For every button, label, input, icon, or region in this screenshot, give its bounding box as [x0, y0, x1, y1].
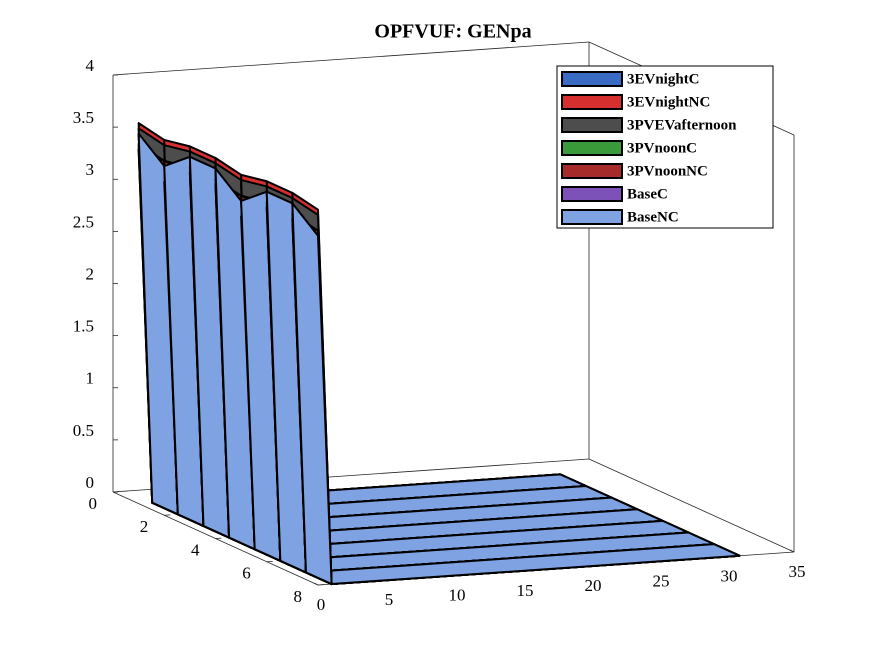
legend-label: 3EVnightC — [627, 71, 700, 87]
z-tick-label: 1.5 — [73, 317, 94, 336]
x-tick-label: 5 — [385, 590, 394, 609]
chart-title: OPFVUF: GENpa — [374, 21, 531, 43]
y-tick-label: 2 — [140, 517, 149, 536]
x-tick-label: 30 — [721, 567, 738, 586]
x-tick-label: 0 — [317, 595, 326, 614]
legend-swatch — [561, 140, 623, 156]
x-tick-label: 10 — [449, 585, 466, 604]
z-tick-label: 0 — [86, 473, 95, 492]
y-tick-label: 6 — [242, 564, 251, 583]
y-tick-label: 0 — [89, 494, 98, 513]
z-tick-label: 3.5 — [73, 108, 94, 127]
legend-swatch — [561, 94, 623, 110]
x-tick-label: 15 — [517, 581, 534, 600]
legend-label: 3PVnoonNC — [627, 163, 708, 179]
x-tick — [789, 549, 795, 553]
y-tick-label: 4 — [191, 540, 200, 559]
x-tick-label: 20 — [585, 576, 602, 595]
legend-label: BaseC — [627, 186, 668, 202]
legend: 3EVnightC 3EVnightNC 3PVEVafternoon 3PVnoon… — [556, 65, 774, 229]
z-tick-label: 3 — [86, 160, 95, 179]
z-tick-label: 0.5 — [73, 421, 94, 440]
y-tick-label: 8 — [294, 587, 303, 606]
x-tick-label: 25 — [653, 571, 670, 590]
legend-swatch — [561, 186, 623, 202]
x-tick — [313, 582, 319, 586]
z-tick-label: 2 — [86, 264, 95, 283]
legend-label: 3PVnoonC — [627, 140, 697, 156]
x-tick-label: 35 — [789, 562, 806, 581]
legend-swatch — [561, 71, 623, 87]
z-tick-label: 4 — [86, 56, 95, 75]
z-tick-label: 1 — [86, 369, 95, 388]
legend-swatch — [561, 209, 623, 225]
legend-swatch — [561, 117, 623, 133]
axis-line — [588, 458, 795, 553]
legend-swatch — [561, 163, 623, 179]
legend-label: 3PVEVafternoon — [627, 117, 737, 133]
axis-line — [112, 41, 590, 76]
legend-label: BaseNC — [627, 209, 679, 225]
z-tick-label: 2.5 — [73, 212, 94, 231]
surface-patch — [291, 202, 333, 586]
legend-label: 3EVnightNC — [627, 94, 710, 110]
